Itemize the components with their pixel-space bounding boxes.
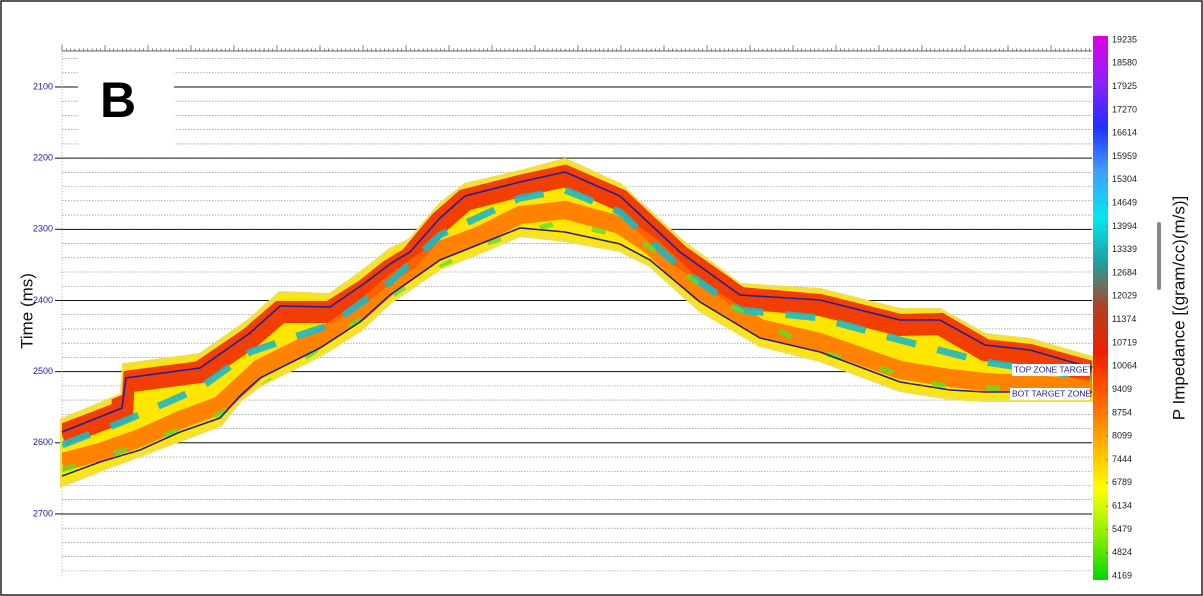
scrollbar[interactable] xyxy=(1157,222,1161,290)
colorbar-tick-label: 14649 xyxy=(1112,198,1137,208)
seismic-body xyxy=(62,160,1092,485)
colorbar-tick-label: 7444 xyxy=(1112,454,1132,464)
colorbar-tick-label: 17270 xyxy=(1112,104,1137,114)
colorbar-tick-label: 15959 xyxy=(1112,151,1137,161)
colorbar-tick-label: 4824 xyxy=(1112,547,1132,557)
colorbar-tick-label: 10064 xyxy=(1112,361,1137,371)
colorbar-tick-label: 16614 xyxy=(1112,128,1137,138)
colorbar xyxy=(1093,36,1108,580)
y-tick-label: 2600 xyxy=(33,437,53,447)
y-tick-label: 2700 xyxy=(33,508,53,518)
top-ruler xyxy=(62,45,1092,51)
colorbar-tick-label: 15304 xyxy=(1112,174,1137,184)
colorbar-tick-label: 12029 xyxy=(1112,291,1137,301)
frame xyxy=(1,1,1202,595)
chart: 2100220023002400250026002700 TOP ZONE TA… xyxy=(0,0,1203,596)
horizon-label: BOT TARGET ZONE xyxy=(1012,388,1092,398)
y-tick-label: 2300 xyxy=(33,224,53,234)
y-tick-label: 2100 xyxy=(33,81,53,91)
colorbar-ticks: 19235 18580 17925 17270 16614 15959 15304 14649… xyxy=(1106,34,1137,580)
panel-label: B xyxy=(100,72,136,128)
colorbar-tick-label: 18580 xyxy=(1112,58,1137,68)
colorbar-tick-label: 6134 xyxy=(1112,500,1132,510)
colorbar-tick-label: 17925 xyxy=(1112,81,1137,91)
horizon-label: TOP ZONE TARGET xyxy=(1014,364,1093,374)
y-axis-label: Time (ms) xyxy=(17,273,36,349)
colorbar-tick-label: 13339 xyxy=(1112,244,1137,254)
colorbar-tick-label: 5479 xyxy=(1112,524,1132,534)
colorbar-tick-label: 8099 xyxy=(1112,431,1132,441)
colorbar-label: P Impedance [(gram/cc)(m/s)] xyxy=(1169,196,1188,421)
colorbar-tick-label: 11374 xyxy=(1112,314,1136,324)
y-tick-label: 2500 xyxy=(33,366,53,376)
colorbar-tick-label: 4169 xyxy=(1112,570,1132,580)
colorbar-tick-label: 10719 xyxy=(1112,337,1137,347)
colorbar-tick-label: 19235 xyxy=(1112,34,1137,44)
colorbar-tick-label: 8754 xyxy=(1112,407,1132,417)
y-tick-label: 2200 xyxy=(33,153,53,163)
colorbar-tick-label: 6789 xyxy=(1112,477,1132,487)
colorbar-tick-label: 13994 xyxy=(1112,221,1137,231)
colorbar-tick-label: 9409 xyxy=(1112,384,1132,394)
colorbar-tick-label: 12684 xyxy=(1112,267,1137,277)
